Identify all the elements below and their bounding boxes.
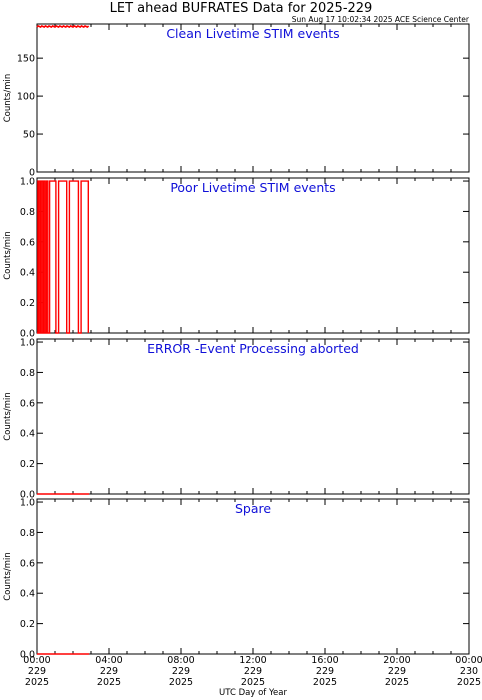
panel-4-frame — [36, 498, 470, 655]
x-axis: 00:00229202504:00229202508:00229202512:0… — [23, 655, 482, 688]
x-tick-label: 12:00 — [239, 655, 266, 666]
x-axis-label: UTC Day of Year — [219, 688, 287, 698]
x-tick-label: 20:00 — [383, 655, 410, 666]
x-tick-label: 229 — [100, 666, 118, 677]
panel-4-ytick-label: 0.8 — [20, 528, 35, 539]
panel-3-ytick-label: 0.0 — [20, 490, 35, 501]
panel-2-ytick-label: 0.0 — [20, 329, 35, 340]
panel-2-ytick-label: 0.6 — [20, 237, 35, 248]
panel-2-ytick-label: 0.2 — [20, 298, 35, 309]
x-tick-label: 229 — [172, 666, 190, 677]
panel-3-ytick-label: 1.0 — [20, 338, 35, 349]
panel-4-ytick-label: 1.0 — [20, 498, 35, 509]
panel-3-ytick-label: 0.6 — [20, 398, 35, 409]
x-tick-label: 2025 — [241, 677, 265, 688]
panel-1-frame — [36, 23, 470, 173]
panel-3-ytick-label: 0.2 — [20, 459, 35, 470]
generation-timestamp: Sun Aug 17 10:02:34 2025 ACE Science Cen… — [292, 15, 470, 24]
panel-1-ytick-label: 0 — [29, 168, 35, 179]
panel-1-ytick-label: 100 — [17, 92, 35, 103]
x-tick-label: 00:00 — [455, 655, 482, 666]
panel-2-ytick-label: 0.8 — [20, 207, 35, 218]
panel-3-ytick-label: 0.8 — [20, 368, 35, 379]
x-tick-label: 230 — [460, 666, 478, 677]
x-tick-label: 2025 — [457, 677, 481, 688]
panel-1: 0 50 100 150 Clean Livetime STIM events Count… — [3, 23, 470, 179]
panels-group: 0 50 100 150 Clean Livetime STIM events Count… — [3, 23, 470, 661]
x-tick-label: 00:00 — [23, 655, 50, 666]
x-tick-label: 2025 — [385, 677, 409, 688]
x-tick-label: 16:00 — [311, 655, 338, 666]
panel-4: 0.0 0.2 0.4 0.6 0.8 1.0 Spare Counts/min — [3, 498, 470, 661]
x-tick-label: 229 — [316, 666, 334, 677]
x-tick-label: 229 — [388, 666, 406, 677]
panel-2-frame — [36, 177, 470, 334]
panel-2-series-line — [37, 180, 89, 334]
x-tick-label: 04:00 — [95, 655, 122, 666]
x-tick-label: 229 — [28, 666, 46, 677]
x-tick-label: 2025 — [25, 677, 49, 688]
panel-3-y-axis-label: Counts/min — [3, 392, 13, 441]
panel-3-frame — [36, 338, 470, 495]
panel-2-ytick-label: 1.0 — [20, 177, 35, 188]
panel-3-title: ERROR -Event Processing aborted — [147, 341, 359, 356]
panel-1-title: Clean Livetime STIM events — [166, 26, 339, 41]
panel-1-series-line — [36, 24, 90, 28]
x-tick-label: 229 — [244, 666, 262, 677]
panel-1-ytick-label: 50 — [23, 130, 35, 141]
panel-2-title: Poor Livetime STIM events — [170, 180, 335, 195]
x-tick-label: 08:00 — [167, 655, 194, 666]
panel-4-ytick-label: 0.6 — [20, 558, 35, 569]
panel-4-ytick-label: 0.4 — [20, 589, 35, 600]
x-tick-label: 2025 — [169, 677, 193, 688]
x-tick-label: 2025 — [313, 677, 337, 688]
panel-4-y-axis-label: Counts/min — [3, 552, 13, 601]
figure-title: LET ahead BUFRATES Data for 2025-229 — [110, 1, 373, 16]
panel-4-title: Spare — [235, 501, 271, 516]
panel-3: 0.0 0.2 0.4 0.6 0.8 1.0 ERROR -Event Processin… — [3, 338, 470, 501]
panel-2-ytick-label: 0.4 — [20, 268, 35, 279]
panel-2-y-axis-label: Counts/min — [3, 231, 13, 280]
panel-4-ytick-label: 0.0 — [20, 650, 35, 661]
panel-1-ytick-label: 150 — [17, 54, 35, 65]
panel-3-ytick-label: 0.4 — [20, 429, 35, 440]
x-tick-label: 2025 — [97, 677, 121, 688]
panel-4-ytick-label: 0.2 — [20, 619, 35, 630]
panel-1-y-axis-label: Counts/min — [3, 74, 13, 123]
panel-2: 0.0 0.2 0.4 0.6 0.8 1.0 Poor Livetime STIM eve… — [3, 177, 470, 340]
